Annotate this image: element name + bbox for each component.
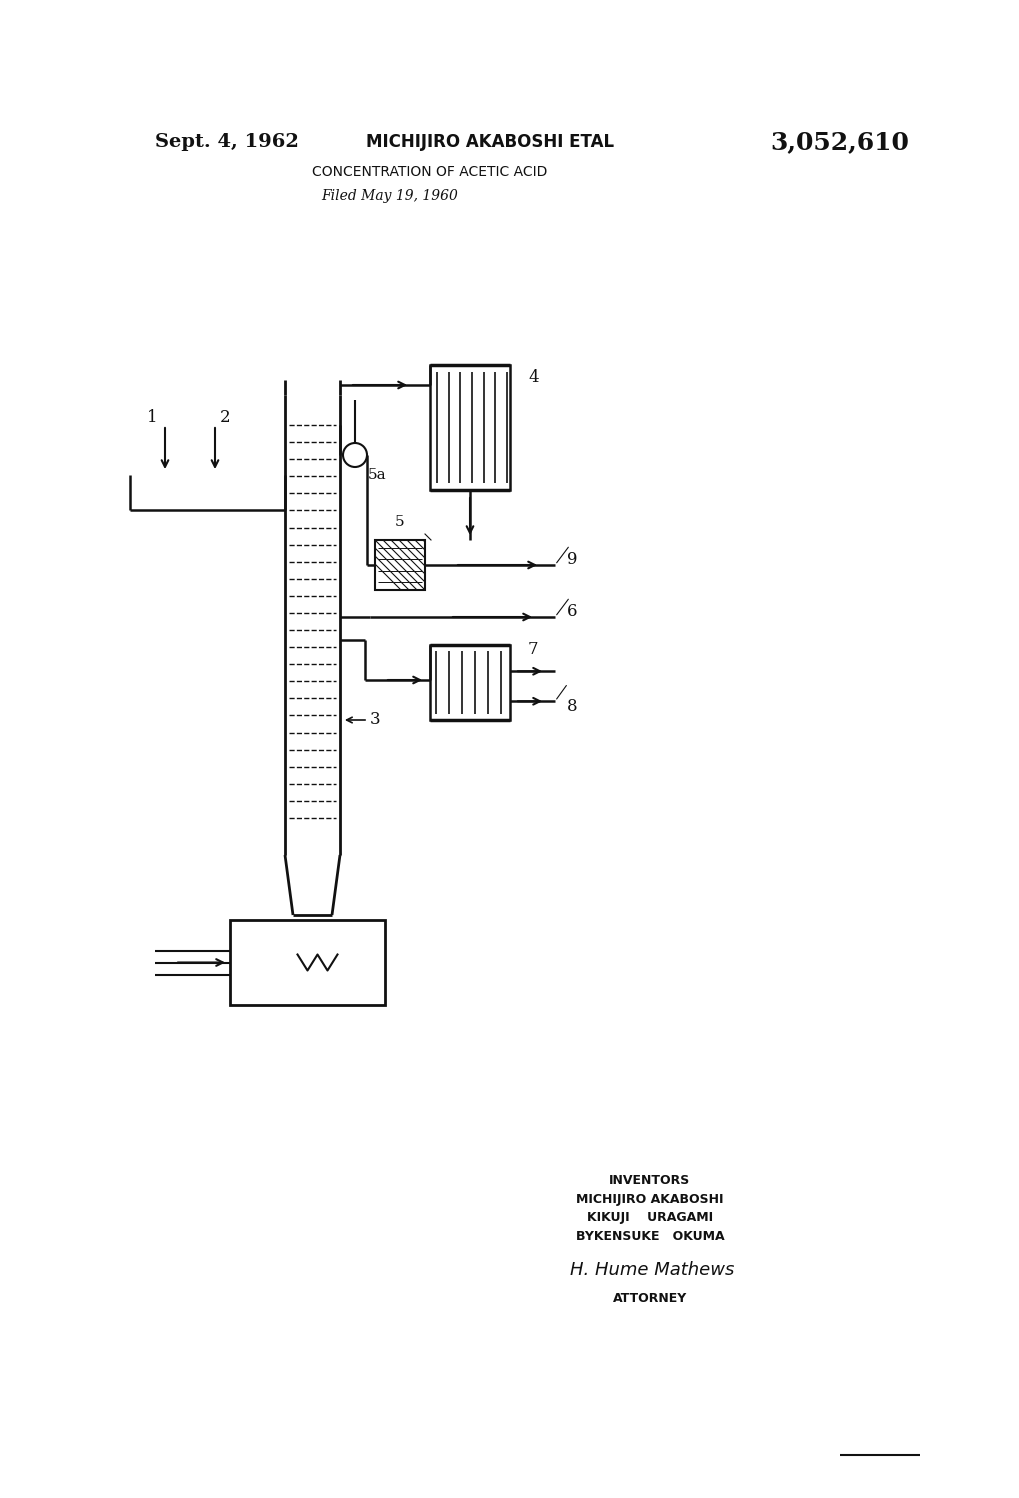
Text: 6: 6 [567, 604, 577, 620]
Text: 5a: 5a [368, 467, 386, 482]
Bar [375, 539, 425, 590]
Text: MICHIJIRO AKABOSHI ETAL: MICHIJIRO AKABOSHI ETAL [366, 133, 613, 151]
Text: 8: 8 [567, 698, 577, 715]
Text: 1: 1 [147, 409, 158, 427]
Text: H. Hume Mathews: H. Hume Mathews [570, 1261, 734, 1279]
Text: Filed May 19, 1960: Filed May 19, 1960 [321, 189, 458, 204]
Text: CONCENTRATION OF ACETIC ACID: CONCENTRATION OF ACETIC ACID [312, 165, 547, 178]
Text: 4: 4 [528, 369, 538, 385]
Text: 3,052,610: 3,052,610 [769, 130, 909, 154]
Text: 2: 2 [220, 409, 230, 427]
Text: MICHIJIRO AKABOSHI: MICHIJIRO AKABOSHI [576, 1194, 723, 1206]
Text: 7: 7 [528, 641, 538, 659]
Text: BYKENSUKE   OKUMA: BYKENSUKE OKUMA [575, 1230, 723, 1242]
Text: KIKUJI    URAGAMI: KIKUJI URAGAMI [586, 1212, 712, 1224]
Bar [229, 920, 384, 1005]
Bar [430, 366, 510, 490]
Text: 5: 5 [394, 515, 405, 529]
Text: ATTORNEY: ATTORNEY [612, 1291, 687, 1305]
Text: 3: 3 [370, 712, 380, 728]
Bar [430, 646, 510, 721]
Text: 9: 9 [567, 551, 577, 569]
Text: INVENTORS: INVENTORS [608, 1173, 690, 1186]
Text: Sept. 4, 1962: Sept. 4, 1962 [155, 133, 299, 151]
